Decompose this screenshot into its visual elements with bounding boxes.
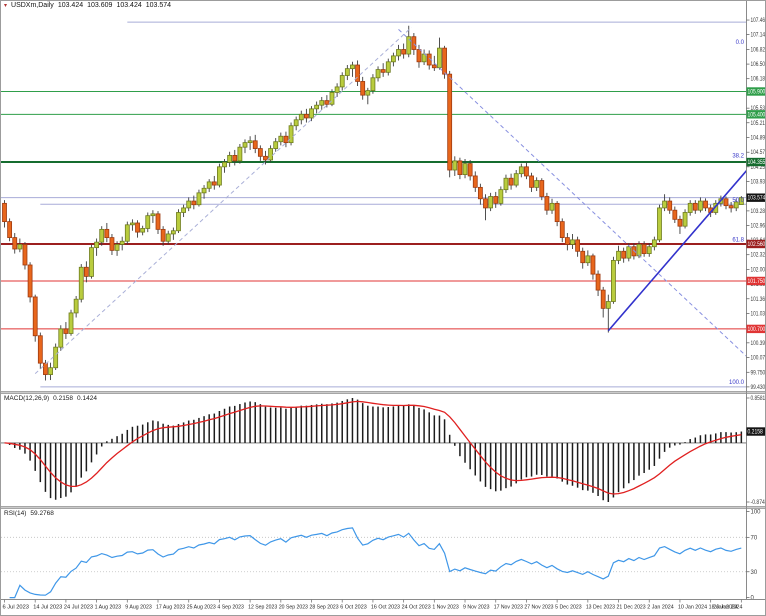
svg-text:9 Nov 2023: 9 Nov 2023: [463, 605, 490, 611]
svg-text:102.965: 102.965: [751, 223, 766, 229]
candles: [2, 25, 744, 381]
svg-text:1 Nov 2023: 1 Nov 2023: [432, 605, 459, 611]
svg-text:2 Jan 2024: 2 Jan 2024: [647, 605, 674, 611]
svg-text:106.820: 106.820: [751, 47, 766, 53]
price-high: 103.609: [87, 2, 113, 9]
svg-text:106.180: 106.180: [751, 77, 766, 83]
svg-text:0.2158: 0.2158: [748, 430, 764, 436]
svg-text:24 Jul 2023: 24 Jul 2023: [64, 605, 93, 611]
svg-text:70: 70: [751, 535, 758, 541]
macd-signal-value: 0.1424: [77, 395, 97, 402]
chart-title: ▾ USDXm,Daily 103.424 103.609 103.424 10…: [4, 2, 171, 9]
svg-text:107.465: 107.465: [751, 18, 766, 24]
svg-text:18 Jan 2024: 18 Jan 2024: [709, 605, 739, 611]
svg-text:100: 100: [751, 510, 762, 516]
svg-text:100.395: 100.395: [751, 341, 766, 347]
svg-text:5 Dec 2023: 5 Dec 2023: [555, 605, 582, 611]
price-close: 103.574: [145, 2, 172, 9]
svg-text:100.700: 100.700: [748, 327, 766, 333]
svg-text:101.360: 101.360: [751, 297, 766, 303]
svg-text:104.570: 104.570: [751, 150, 766, 156]
svg-text:26 Jan 2024: 26 Jan 2024: [713, 605, 743, 611]
downtrend-dashed[interactable]: [398, 29, 748, 357]
svg-text:107.145: 107.145: [751, 33, 766, 39]
macd-pane[interactable]: [1, 398, 746, 502]
svg-text:30: 30: [751, 570, 758, 576]
svg-text:25 Aug 2023: 25 Aug 2023: [187, 605, 216, 611]
macd-signal-line: [4, 400, 742, 495]
price-axis[interactable]: 107.465 107.145 106.820 106.500 106.180 105.5…: [729, 1, 766, 602]
svg-text:106.500: 106.500: [751, 62, 766, 68]
rsi-line: [9, 527, 742, 599]
svg-text:50.0: 50.0: [732, 198, 744, 204]
macd-name: MACD(12,26,9): [4, 395, 50, 402]
svg-text:102.325: 102.325: [751, 253, 766, 259]
pane-splitter[interactable]: [1, 391, 766, 394]
macd-label: MACD(12,26,9) 0.2158 0.1424: [4, 395, 97, 402]
svg-text:103.574: 103.574: [748, 196, 766, 202]
svg-text:38.2: 38.2: [732, 153, 744, 159]
svg-text:105.535: 105.535: [751, 106, 766, 112]
svg-text:14 Jul 2023: 14 Jul 2023: [33, 605, 62, 611]
svg-text:6 Oct 2023: 6 Oct 2023: [340, 605, 367, 611]
svg-text:103.285: 103.285: [751, 209, 766, 215]
svg-text:12 Sep 2023: 12 Sep 2023: [248, 605, 277, 611]
svg-text:102.560: 102.560: [748, 242, 766, 248]
svg-text:9 Aug 2023: 9 Aug 2023: [125, 605, 152, 611]
svg-text:104.895: 104.895: [751, 135, 766, 141]
svg-text:28 Sep 2023: 28 Sep 2023: [310, 605, 339, 611]
macd-histogram: [8, 398, 743, 502]
time-axis[interactable]: 6 Jul 2023 14 Jul 2023 24 Jul 2023 1 Aug 20…: [1, 599, 766, 611]
svg-text:17 Nov 2023: 17 Nov 2023: [494, 605, 523, 611]
macd-main-value: 0.2158: [53, 395, 74, 402]
svg-text:0.0: 0.0: [736, 40, 745, 46]
svg-text:4 Sep 2023: 4 Sep 2023: [217, 605, 244, 611]
uptrend-dashed[interactable]: [34, 27, 412, 375]
svg-text:0: 0: [751, 596, 755, 602]
price-low: 103.424: [116, 2, 142, 9]
svg-text:101.035: 101.035: [751, 312, 766, 318]
svg-text:100.075: 100.075: [751, 355, 766, 361]
uptrend-solid[interactable]: [607, 150, 764, 332]
rsi-name: RSI(14): [4, 510, 27, 517]
price-open: 103.424: [57, 2, 84, 9]
svg-text:16 Oct 2023: 16 Oct 2023: [371, 605, 400, 611]
svg-text:13 Dec 2023: 13 Dec 2023: [586, 605, 615, 611]
svg-text:1 Aug 2023: 1 Aug 2023: [95, 605, 122, 611]
svg-text:99.750: 99.750: [751, 370, 766, 376]
svg-text:0.8581: 0.8581: [751, 396, 766, 402]
svg-text:24 Oct 2023: 24 Oct 2023: [402, 605, 431, 611]
rsi-label: RSI(14) 59.2768: [4, 510, 54, 517]
svg-text:10 Jan 2024: 10 Jan 2024: [678, 605, 708, 611]
chart-icon: ▾: [4, 2, 8, 9]
svg-text:6 Jul 2023: 6 Jul 2023: [3, 605, 30, 611]
symbol-period: USDXm,Daily: [11, 2, 54, 9]
svg-text:27 Nov 2023: 27 Nov 2023: [524, 605, 553, 611]
pane-splitter[interactable]: [1, 506, 766, 509]
svg-text:17 Aug 2023: 17 Aug 2023: [156, 605, 185, 611]
svg-text:104.355: 104.355: [748, 160, 766, 166]
svg-text:105.400: 105.400: [748, 112, 766, 118]
svg-text:61.8: 61.8: [732, 237, 744, 243]
main-price-pane[interactable]: [1, 21, 764, 388]
svg-text:105.900: 105.900: [748, 89, 766, 95]
svg-text:100.0: 100.0: [729, 380, 745, 386]
svg-text:21 Dec 2023: 21 Dec 2023: [617, 605, 646, 611]
rsi-value: 59.2768: [30, 510, 54, 517]
rsi-pane[interactable]: [1, 527, 746, 599]
svg-text:-0.8744: -0.8744: [751, 500, 766, 506]
svg-text:101.750: 101.750: [748, 279, 766, 285]
svg-text:102.000: 102.000: [751, 268, 766, 274]
svg-text:99.430: 99.430: [751, 385, 766, 391]
svg-text:105.215: 105.215: [751, 121, 766, 127]
svg-text:20 Sep 2023: 20 Sep 2023: [279, 605, 308, 611]
svg-text:103.930: 103.930: [751, 179, 766, 185]
svg-text:104.250: 104.250: [751, 165, 766, 171]
